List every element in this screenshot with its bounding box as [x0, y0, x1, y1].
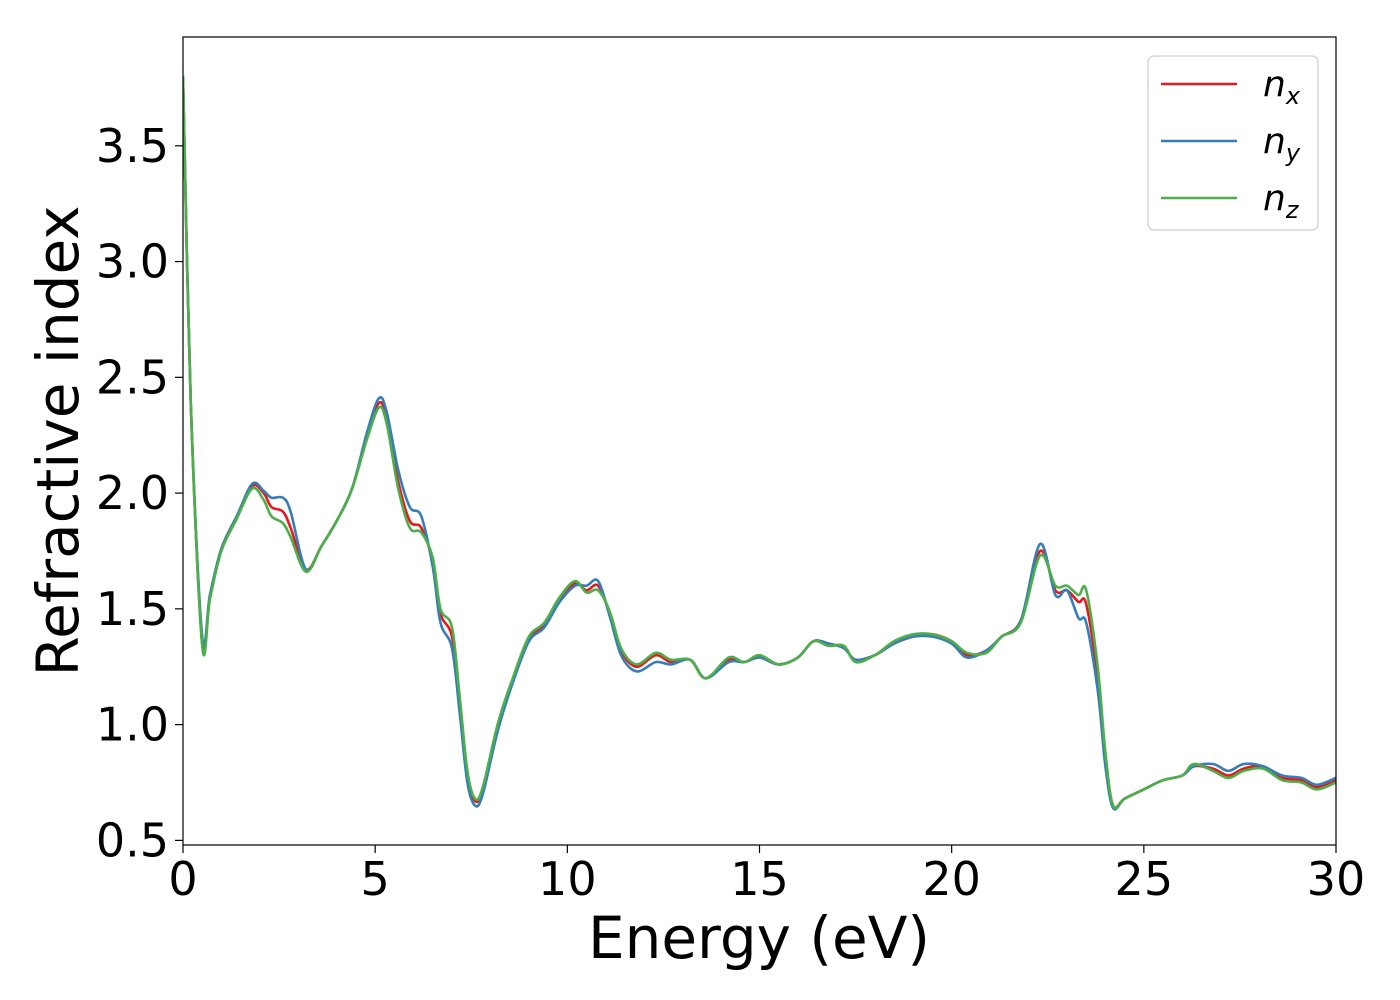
x-axis-ticks: 0 5 10 15 20 25 30 [168, 845, 1365, 906]
x-axis-label: Energy (eV) [588, 904, 930, 972]
x-tick-label: 20 [922, 852, 981, 906]
series-line-nz [183, 76, 1336, 810]
legend-label-ny: ny [1263, 121, 1301, 167]
y-tick-label: 1.5 [96, 582, 169, 636]
y-axis-ticks: 0.5 1.0 1.5 2.0 2.5 3.0 3.5 [96, 119, 183, 867]
x-tick-label: 10 [538, 852, 597, 906]
y-tick-label: 2.5 [96, 350, 169, 404]
y-tick-label: 1.0 [96, 698, 169, 752]
y-tick-label: 0.5 [96, 813, 169, 867]
legend: nx ny nz [1147, 55, 1319, 231]
legend-box [1147, 55, 1319, 231]
series-layer [183, 76, 1336, 811]
x-tick-label: 15 [730, 852, 789, 906]
y-tick-label: 3.5 [96, 119, 169, 173]
x-tick-label: 30 [1307, 852, 1366, 906]
legend-label-nx: nx [1263, 64, 1301, 110]
x-tick-label: 25 [1115, 852, 1174, 906]
legend-label-nz: nz [1263, 178, 1300, 224]
y-tick-label: 3.0 [96, 235, 169, 289]
x-tick-label: 0 [168, 852, 197, 906]
y-tick-label: 2.0 [96, 466, 169, 520]
x-tick-label: 5 [361, 852, 390, 906]
y-axis-label: Refractive index [24, 205, 92, 676]
